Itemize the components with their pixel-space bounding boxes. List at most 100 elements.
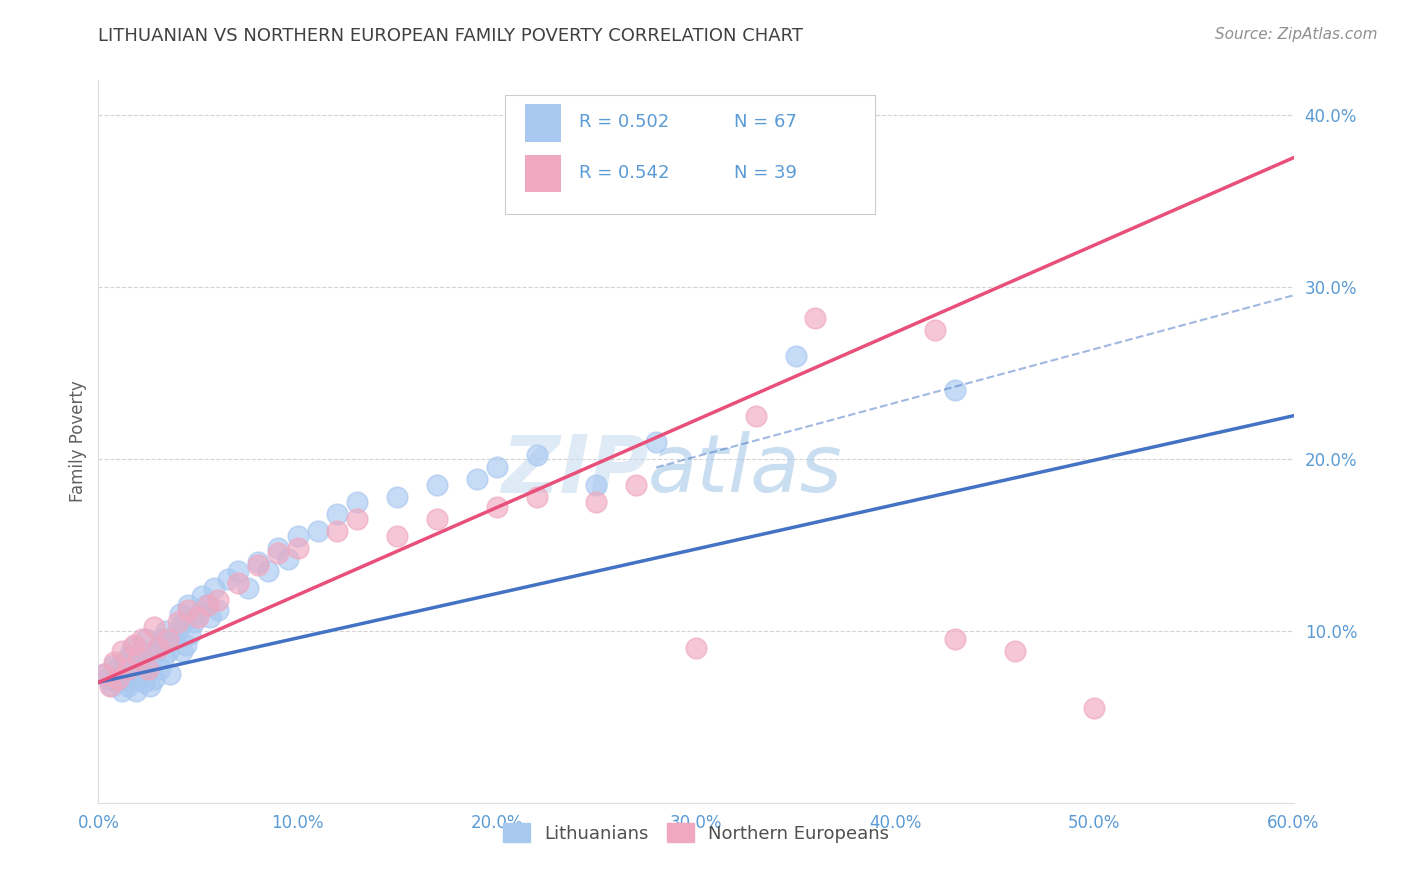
Point — [246, 555, 269, 569]
Point — [385, 529, 409, 543]
Point — [97, 672, 120, 686]
Point — [226, 564, 249, 578]
FancyBboxPatch shape — [505, 95, 875, 214]
Point — [426, 477, 449, 491]
Point — [101, 679, 124, 693]
Point — [326, 507, 349, 521]
Point — [112, 655, 135, 669]
Point — [207, 603, 229, 617]
Point — [153, 649, 176, 664]
Point — [844, 125, 866, 139]
Point — [385, 490, 409, 504]
Text: ZIP: ZIP — [501, 432, 648, 509]
Point — [155, 624, 177, 638]
Point — [1083, 701, 1105, 715]
Point — [246, 558, 269, 573]
Point — [107, 672, 129, 686]
Point — [626, 477, 648, 491]
Point — [124, 662, 146, 676]
Point — [149, 662, 172, 676]
Point — [195, 598, 218, 612]
Point — [585, 494, 607, 508]
Point — [111, 644, 134, 658]
Point — [127, 672, 149, 686]
Point — [127, 649, 149, 664]
Point — [585, 477, 607, 491]
Point — [1004, 644, 1026, 658]
Point — [163, 632, 186, 647]
Point — [785, 349, 807, 363]
Point — [115, 666, 138, 681]
Point — [121, 640, 143, 655]
Point — [143, 672, 166, 686]
Point — [167, 615, 190, 630]
Point — [159, 666, 181, 681]
Point — [191, 590, 214, 604]
Point — [346, 494, 368, 508]
Text: N = 67: N = 67 — [734, 113, 797, 131]
Point — [346, 512, 368, 526]
Text: atlas: atlas — [648, 432, 844, 509]
Point — [287, 541, 309, 556]
Point — [943, 383, 966, 397]
Point — [131, 632, 153, 647]
Point — [131, 644, 153, 658]
Point — [645, 434, 668, 449]
Point — [93, 666, 115, 681]
Point — [103, 658, 125, 673]
Point — [129, 666, 152, 681]
Point — [202, 581, 225, 595]
Text: N = 39: N = 39 — [734, 164, 797, 182]
Point — [141, 649, 163, 664]
Point — [197, 598, 219, 612]
Point — [745, 409, 768, 423]
Text: LITHUANIAN VS NORTHERN EUROPEAN FAMILY POVERTY CORRELATION CHART: LITHUANIAN VS NORTHERN EUROPEAN FAMILY P… — [98, 27, 803, 45]
Point — [173, 615, 195, 630]
Text: R = 0.542: R = 0.542 — [579, 164, 669, 182]
Point — [136, 662, 159, 676]
Point — [107, 662, 129, 676]
Point — [217, 572, 239, 586]
Point — [117, 649, 139, 664]
Point — [485, 460, 508, 475]
Point — [804, 310, 827, 325]
Point — [172, 644, 194, 658]
Point — [267, 546, 290, 560]
Point — [143, 620, 166, 634]
Point — [277, 551, 299, 566]
Point — [177, 603, 200, 617]
Point — [198, 610, 221, 624]
Point — [125, 684, 148, 698]
Point — [326, 524, 349, 538]
Point — [943, 632, 966, 647]
Point — [183, 615, 205, 630]
Legend: Lithuanians, Northern Europeans: Lithuanians, Northern Europeans — [498, 818, 894, 848]
Point — [526, 490, 548, 504]
Point — [187, 610, 209, 624]
Point — [236, 581, 259, 595]
Point — [134, 675, 156, 690]
Point — [174, 638, 197, 652]
Point — [136, 662, 159, 676]
Point — [148, 640, 170, 655]
FancyBboxPatch shape — [524, 104, 561, 142]
Point — [187, 607, 209, 621]
Point — [117, 679, 139, 693]
Point — [127, 655, 149, 669]
Point — [93, 666, 115, 681]
Point — [120, 672, 142, 686]
Point — [135, 632, 157, 647]
Point — [124, 638, 146, 652]
Point — [111, 684, 134, 698]
Point — [148, 640, 170, 655]
Point — [267, 541, 290, 556]
Point — [98, 679, 122, 693]
Point — [179, 627, 201, 641]
Point — [465, 472, 488, 486]
Point — [287, 529, 309, 543]
Point — [117, 662, 139, 676]
Point — [150, 632, 173, 647]
Point — [226, 575, 249, 590]
Text: R = 0.502: R = 0.502 — [579, 113, 669, 131]
Point — [426, 512, 449, 526]
